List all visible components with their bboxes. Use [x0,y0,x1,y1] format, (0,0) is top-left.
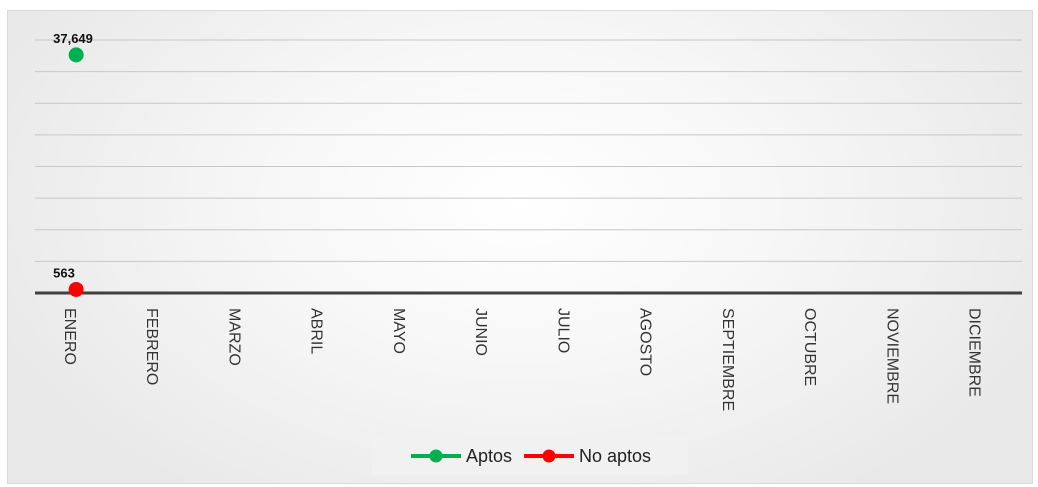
data-point-aptos [68,47,84,63]
data-label-aptos: 37,649 [53,31,93,46]
x-tick-label-octubre: OCTUBRE [801,308,818,386]
data-point-no-aptos [68,281,84,297]
x-tick-label-mayo: MAYO [390,308,407,354]
x-tick-label-marzo: MARZO [225,308,242,366]
x-tick-label-enero: ENERO [61,308,78,365]
legend-label-no-aptos: No aptos [578,445,652,466]
legend-marker-no-aptos [542,449,556,463]
legend-item-aptos[interactable]: Aptos [409,446,512,467]
x-tick-label-junio: JUNIO [472,308,489,356]
x-tick-label-septiembre: SEPTIEMBRE [719,308,736,411]
data-label-no-aptos: 563 [53,265,75,280]
x-tick-label-abril: ABRIL [308,308,325,354]
x-tick-label-diciembre: DICIEMBRE [966,308,983,397]
chart-area [7,10,1033,484]
legend-swatch-aptos [410,449,461,463]
x-tick-label-febrero: FEBRERO [143,308,160,385]
x-tick-label-noviembre: NOVIEMBRE [883,308,900,404]
x-tick-label-julio: JULIO [554,308,571,353]
legend-label-aptos: Aptos [465,445,512,466]
legend-swatch-no-aptos [523,449,574,463]
x-tick-label-agosto: AGOSTO [637,308,654,376]
legend-item-no-aptos[interactable]: No aptos [522,446,651,467]
legend-marker-aptos [429,449,443,463]
chart-legend: Aptos No aptos [372,437,688,475]
